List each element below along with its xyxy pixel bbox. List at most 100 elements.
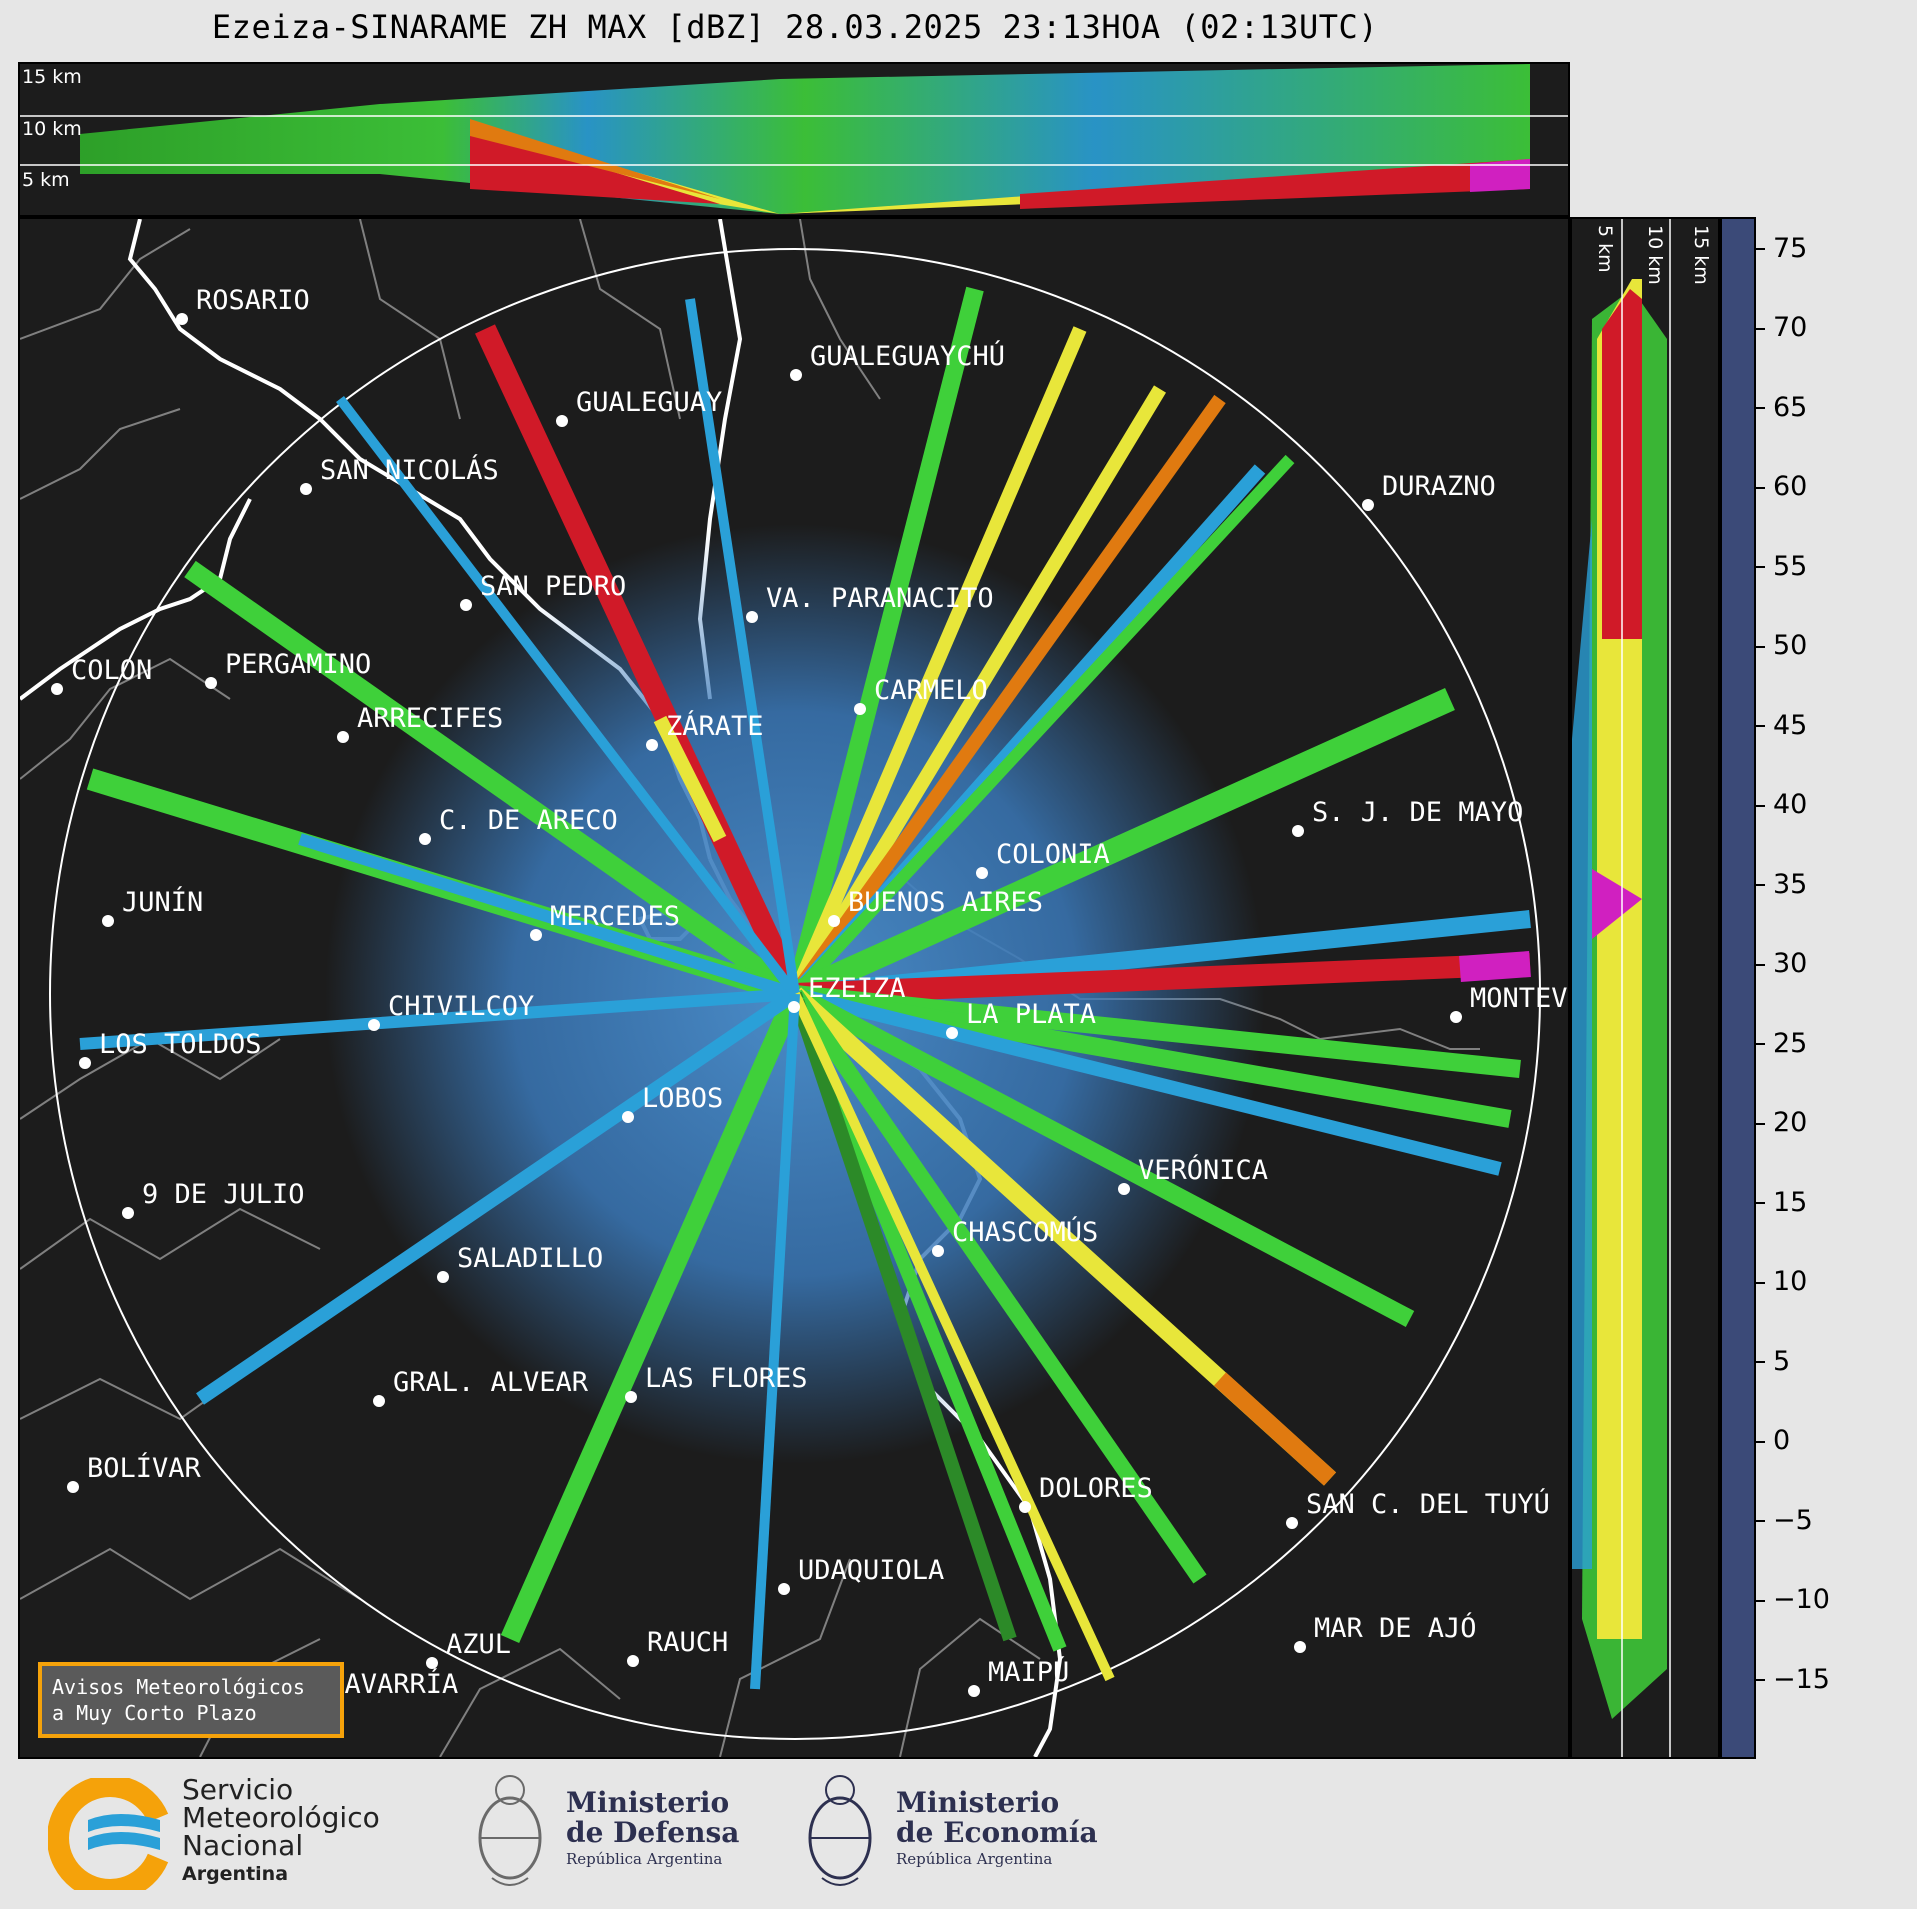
city-marker: GUALEGUAYCHÚ (790, 343, 1005, 381)
city-marker: CARMELO (854, 677, 988, 715)
city-dot-icon (828, 915, 840, 927)
colorbar-tick: −15 (1756, 1664, 1830, 1695)
colorbar-tick: 75 (1756, 233, 1807, 264)
economia-line1: Ministerio (896, 1786, 1060, 1819)
city-dot-icon (976, 867, 988, 879)
city-marker: MONTEVIDEO (1450, 985, 1568, 1023)
city-label: BOLÍVAR (87, 1453, 201, 1484)
city-dot-icon (556, 415, 568, 427)
city-dot-icon (790, 369, 802, 381)
city-dot-icon (205, 677, 217, 689)
city-dot-icon (51, 683, 63, 695)
colorbar-tick: 25 (1756, 1028, 1807, 1059)
city-label: COLON (71, 655, 153, 686)
city-dot-icon (122, 1207, 134, 1219)
avisos-line2: a Muy Corto Plazo (52, 1701, 257, 1725)
colorbar-tick: 70 (1756, 312, 1807, 343)
colorbar-tick: −5 (1756, 1505, 1813, 1536)
city-label: PERGAMINO (225, 649, 372, 680)
colorbar-tick: 10 (1756, 1266, 1807, 1297)
city-marker: UDAQUIOLA (778, 1557, 944, 1595)
colorbar-tick: 30 (1756, 948, 1807, 979)
economia-crest-icon (808, 1775, 872, 1886)
colorbar-tick: 45 (1756, 710, 1807, 741)
city-marker: RAUCH (627, 1629, 728, 1667)
city-marker: ZÁRATE (646, 713, 764, 751)
city-dot-icon (932, 1245, 944, 1257)
city-dot-icon (1019, 1501, 1031, 1513)
city-label: GUALEGUAY (576, 387, 723, 418)
height-label-5km: 5 km (22, 169, 70, 191)
colorbar-tick: 5 (1756, 1346, 1790, 1377)
city-marker: EZEIZA (788, 975, 906, 1013)
city-label: RAUCH (647, 1627, 729, 1658)
smn-line1: Servicio (182, 1773, 294, 1806)
city-label: SALADILLO (457, 1243, 604, 1274)
city-marker: MERCEDES (530, 903, 680, 941)
smn-logo-icon (48, 1778, 169, 1890)
height-label-15km-vertical: 15 km (1690, 225, 1712, 285)
city-marker: SAN PEDRO (460, 573, 626, 611)
colorbar-tick: 35 (1756, 869, 1807, 900)
city-marker: S. J. DE MAYO (1292, 799, 1523, 837)
smn-line2: Meteorológico (182, 1801, 380, 1834)
defensa-logo-text: Ministerio de Defensa República Argentin… (566, 1788, 739, 1870)
city-dot-icon (176, 313, 188, 325)
city-marker: CHIVILCOY (368, 993, 534, 1031)
height-label-10km: 10 km (22, 118, 82, 140)
city-marker: MAR DE AJÓ (1294, 1615, 1477, 1653)
city-marker: BOLÍVAR (67, 1455, 201, 1493)
city-label: LAS FLORES (645, 1363, 808, 1394)
height-label-5km-vertical: 5 km (1594, 225, 1616, 273)
city-label: ZÁRATE (666, 711, 764, 742)
city-label: S. J. DE MAYO (1312, 797, 1524, 828)
city-marker: DURAZNO (1362, 473, 1496, 511)
city-marker: VERÓNICA (1118, 1157, 1268, 1195)
city-label: VA. PARANACITO (766, 583, 994, 614)
city-label: LOBOS (642, 1083, 724, 1114)
side-section-reflectivity (1572, 219, 1671, 1757)
city-dot-icon (300, 483, 312, 495)
city-label: SAN C. DEL TUYÚ (1306, 1489, 1550, 1520)
side-cross-section: 5 km 10 km 15 km (1570, 217, 1720, 1759)
city-marker: SALADILLO (437, 1245, 603, 1283)
economia-logo-text: Ministerio de Economía República Argenti… (896, 1788, 1098, 1870)
city-dot-icon (419, 833, 431, 845)
city-label: BUENOS AIRES (848, 887, 1044, 918)
colorbar-tick: 55 (1756, 551, 1807, 582)
colorbar-tick: 40 (1756, 789, 1807, 820)
city-dot-icon (778, 1583, 790, 1595)
city-label: GRAL. ALVEAR (393, 1367, 589, 1398)
colorbar-tick: 50 (1756, 630, 1807, 661)
city-label: SAN NICOLÁS (320, 455, 499, 486)
defensa-line3: República Argentina (566, 1850, 723, 1868)
colorbar-tick: 0 (1756, 1425, 1790, 1456)
page-title: Ezeiza-SINARAME ZH MAX [dBZ] 28.03.2025 … (211, 8, 1379, 46)
height-label-10km-vertical: 10 km (1644, 225, 1666, 285)
city-label: SAN PEDRO (480, 571, 627, 602)
city-dot-icon (788, 1001, 800, 1013)
smn-logo-text: Servicio Meteorológico Nacional Argentin… (182, 1776, 380, 1888)
city-dot-icon (530, 929, 542, 941)
city-dot-icon (368, 1019, 380, 1031)
city-label: JUNÍN (122, 887, 204, 918)
city-dot-icon (1450, 1011, 1462, 1023)
city-marker: GRAL. ALVEAR (373, 1369, 588, 1407)
city-dot-icon (1294, 1641, 1306, 1653)
city-label: MERCEDES (550, 901, 681, 932)
avisos-box[interactable]: Avisos Meteorológicos a Muy Corto Plazo (38, 1662, 344, 1738)
economia-line3: República Argentina (896, 1850, 1053, 1868)
economia-line2: de Economía (896, 1816, 1098, 1849)
city-label: 9 DE JULIO (142, 1179, 305, 1210)
city-label: DURAZNO (1382, 471, 1496, 502)
city-label: VERÓNICA (1138, 1155, 1269, 1186)
city-dot-icon (968, 1685, 980, 1697)
city-label: EZEIZA (808, 973, 906, 1004)
city-dot-icon (646, 739, 658, 751)
city-marker: DOLORES (1019, 1475, 1153, 1513)
height-label-15km: 15 km (22, 66, 82, 88)
city-marker: PERGAMINO (205, 651, 371, 689)
city-marker: ROSARIO (176, 287, 310, 325)
city-label: GUALEGUAYCHÚ (810, 341, 1006, 372)
range-ring (49, 248, 1541, 1740)
